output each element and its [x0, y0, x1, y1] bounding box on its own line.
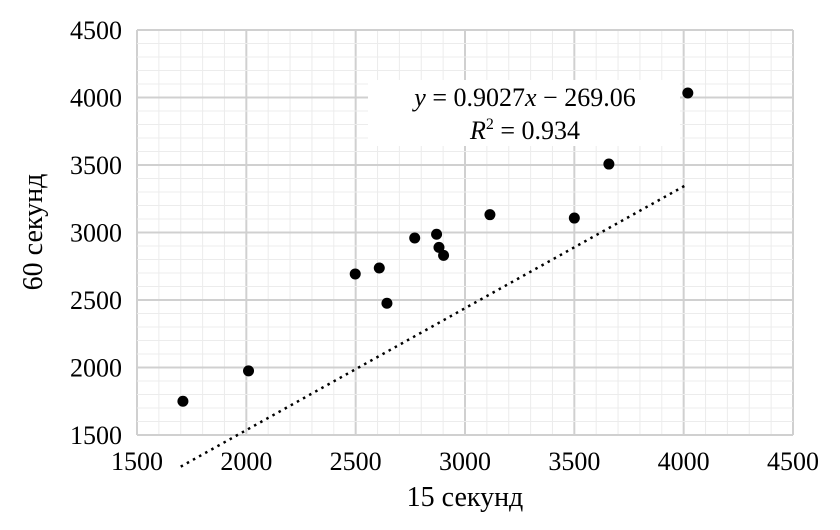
x-tick-label: 4000 [658, 447, 710, 476]
trendline [180, 182, 689, 468]
tick-labels: 1500 2000 2500 3000 3500 4000 4500 1500 2000 2500… [70, 16, 819, 476]
data-point [381, 297, 393, 309]
data-point [484, 209, 496, 221]
y-tick-label: 4000 [70, 84, 122, 113]
data-point [438, 249, 450, 261]
y-tick-label: 2500 [70, 286, 122, 315]
y-axis-label: 60 секунд [18, 174, 49, 291]
data-point [177, 395, 189, 407]
data-points [177, 87, 694, 407]
data-point [431, 228, 443, 240]
y-tick-label: 2000 [70, 354, 122, 383]
r-squared: R2 = 0.934 [469, 116, 580, 145]
x-axis-label: 15 секунд [407, 482, 524, 513]
x-tick-label: 3000 [439, 447, 491, 476]
x-tick-label: 4500 [767, 447, 819, 476]
y-tick-label: 3500 [70, 151, 122, 180]
trendline-equation: y = 0.9027x − 269.06 [411, 83, 635, 112]
data-point [349, 268, 361, 280]
y-tick-label: 4500 [70, 16, 122, 45]
x-tick-label: 3500 [548, 447, 600, 476]
data-point [568, 212, 580, 224]
y-tick-label: 3000 [70, 219, 122, 248]
x-tick-label: 2500 [330, 447, 382, 476]
x-tick-label: 1500 [111, 447, 163, 476]
data-point [409, 232, 421, 244]
data-point [603, 158, 615, 170]
data-point [433, 241, 445, 253]
data-point [682, 87, 694, 99]
data-point [373, 262, 385, 274]
equation-background [368, 80, 680, 146]
data-point [243, 365, 255, 377]
y-tick-label: 1500 [70, 421, 122, 450]
x-tick-label: 2000 [220, 447, 272, 476]
